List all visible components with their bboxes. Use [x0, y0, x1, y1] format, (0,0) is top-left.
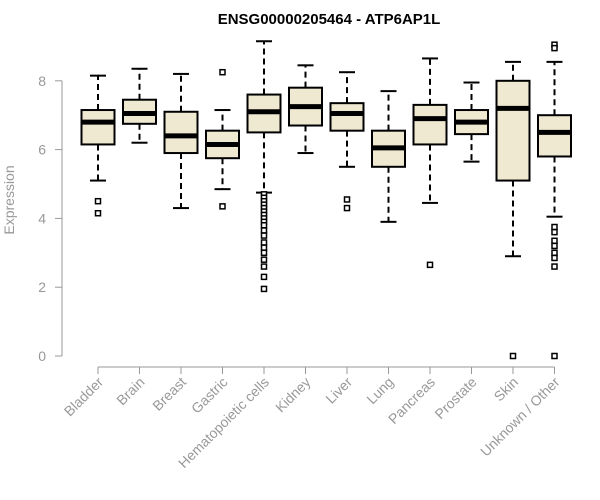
y-tick-label: 8 [38, 73, 46, 89]
box-group [122, 67, 157, 144]
outlier-point [219, 68, 226, 76]
outlier-point [426, 261, 434, 269]
box-group [495, 60, 531, 360]
outlier-point [219, 203, 226, 210]
box-group [329, 71, 365, 212]
x-tick-label: Bladder [61, 374, 107, 420]
x-tick-label: Kidney [272, 374, 314, 416]
x-tick-label: Lung [363, 374, 396, 407]
box [329, 102, 365, 132]
x-tick-label: Prostate [431, 374, 479, 422]
box [412, 103, 448, 146]
box [163, 110, 199, 155]
outlier-point [260, 273, 268, 281]
box-group [246, 40, 282, 293]
chart-title: ENSG00000205464 - ATP6AP1L [218, 11, 441, 28]
x-tick-label: Liver [322, 374, 355, 407]
outlier-point [260, 232, 268, 239]
box-group [80, 74, 116, 217]
box-group [205, 68, 240, 210]
box [80, 109, 116, 146]
y-axis: 0 2 4 6 8 [38, 73, 63, 364]
outlier-point [551, 263, 558, 270]
outlier-point [260, 244, 268, 251]
outlier-point [551, 237, 558, 245]
outlier-point [260, 249, 268, 257]
box [495, 79, 531, 182]
outlier-point [94, 197, 102, 205]
box-group [454, 81, 489, 163]
box [537, 114, 572, 158]
box-group [288, 64, 323, 155]
outlier-point [551, 44, 558, 52]
x-tick-label: Skin [491, 374, 522, 405]
outlier-point [260, 285, 268, 293]
y-tick-label: 2 [38, 279, 46, 295]
outlier-point [551, 223, 558, 231]
outlier-point [260, 227, 268, 234]
box-group [163, 72, 199, 210]
y-axis-label: Expression [1, 165, 17, 234]
box-group [412, 57, 448, 269]
outlier-point [509, 352, 517, 360]
outlier-point [260, 263, 268, 270]
outlier-point [551, 352, 558, 360]
outlier-point [343, 204, 351, 212]
x-tick-label: Unknown / Other [477, 374, 563, 460]
outlier-point [260, 239, 268, 246]
box-group [371, 90, 406, 223]
box-group [537, 41, 572, 360]
x-tick-label: Breast [149, 374, 189, 414]
outlier-point [260, 256, 268, 263]
y-tick-label: 6 [38, 142, 46, 158]
outlier-point [551, 249, 558, 257]
plot-area [80, 40, 572, 360]
y-tick-label: 4 [38, 210, 46, 226]
y-tick-label: 0 [38, 348, 46, 364]
outlier-point [94, 209, 102, 217]
outlier-point [551, 228, 558, 236]
x-tick-label: Brain [113, 374, 147, 408]
outlier-point [343, 196, 351, 203]
outlier-point [260, 222, 268, 229]
outlier-point [551, 242, 558, 250]
outlier-point [551, 254, 558, 262]
